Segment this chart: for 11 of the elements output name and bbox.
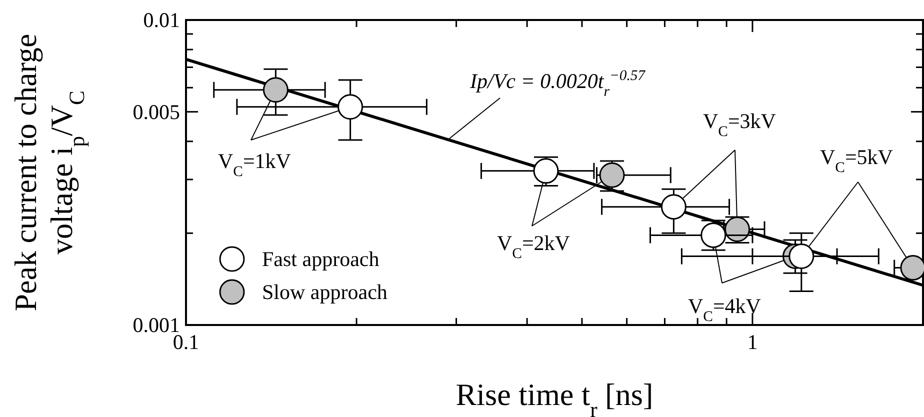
legend-label: Slow approach: [262, 280, 388, 304]
x-axis-title: Rise time t$_{r}$ [ns]: [456, 377, 654, 417]
x-tick-label: 1: [747, 330, 758, 354]
y-tick-label: 0.005: [132, 100, 180, 124]
annotation: V$_{C}$=1kV: [218, 149, 291, 180]
annotation: V$_{C}$=4kV: [688, 294, 761, 325]
annotation: V$_{C}$=3kV: [703, 109, 776, 140]
y-tick-label: 0.01: [143, 8, 180, 32]
annotation: V$_{C}$=2kV: [497, 231, 570, 262]
annotation: V$_{C}$=5kV: [820, 145, 893, 176]
legend-label: Fast approach: [262, 247, 380, 271]
